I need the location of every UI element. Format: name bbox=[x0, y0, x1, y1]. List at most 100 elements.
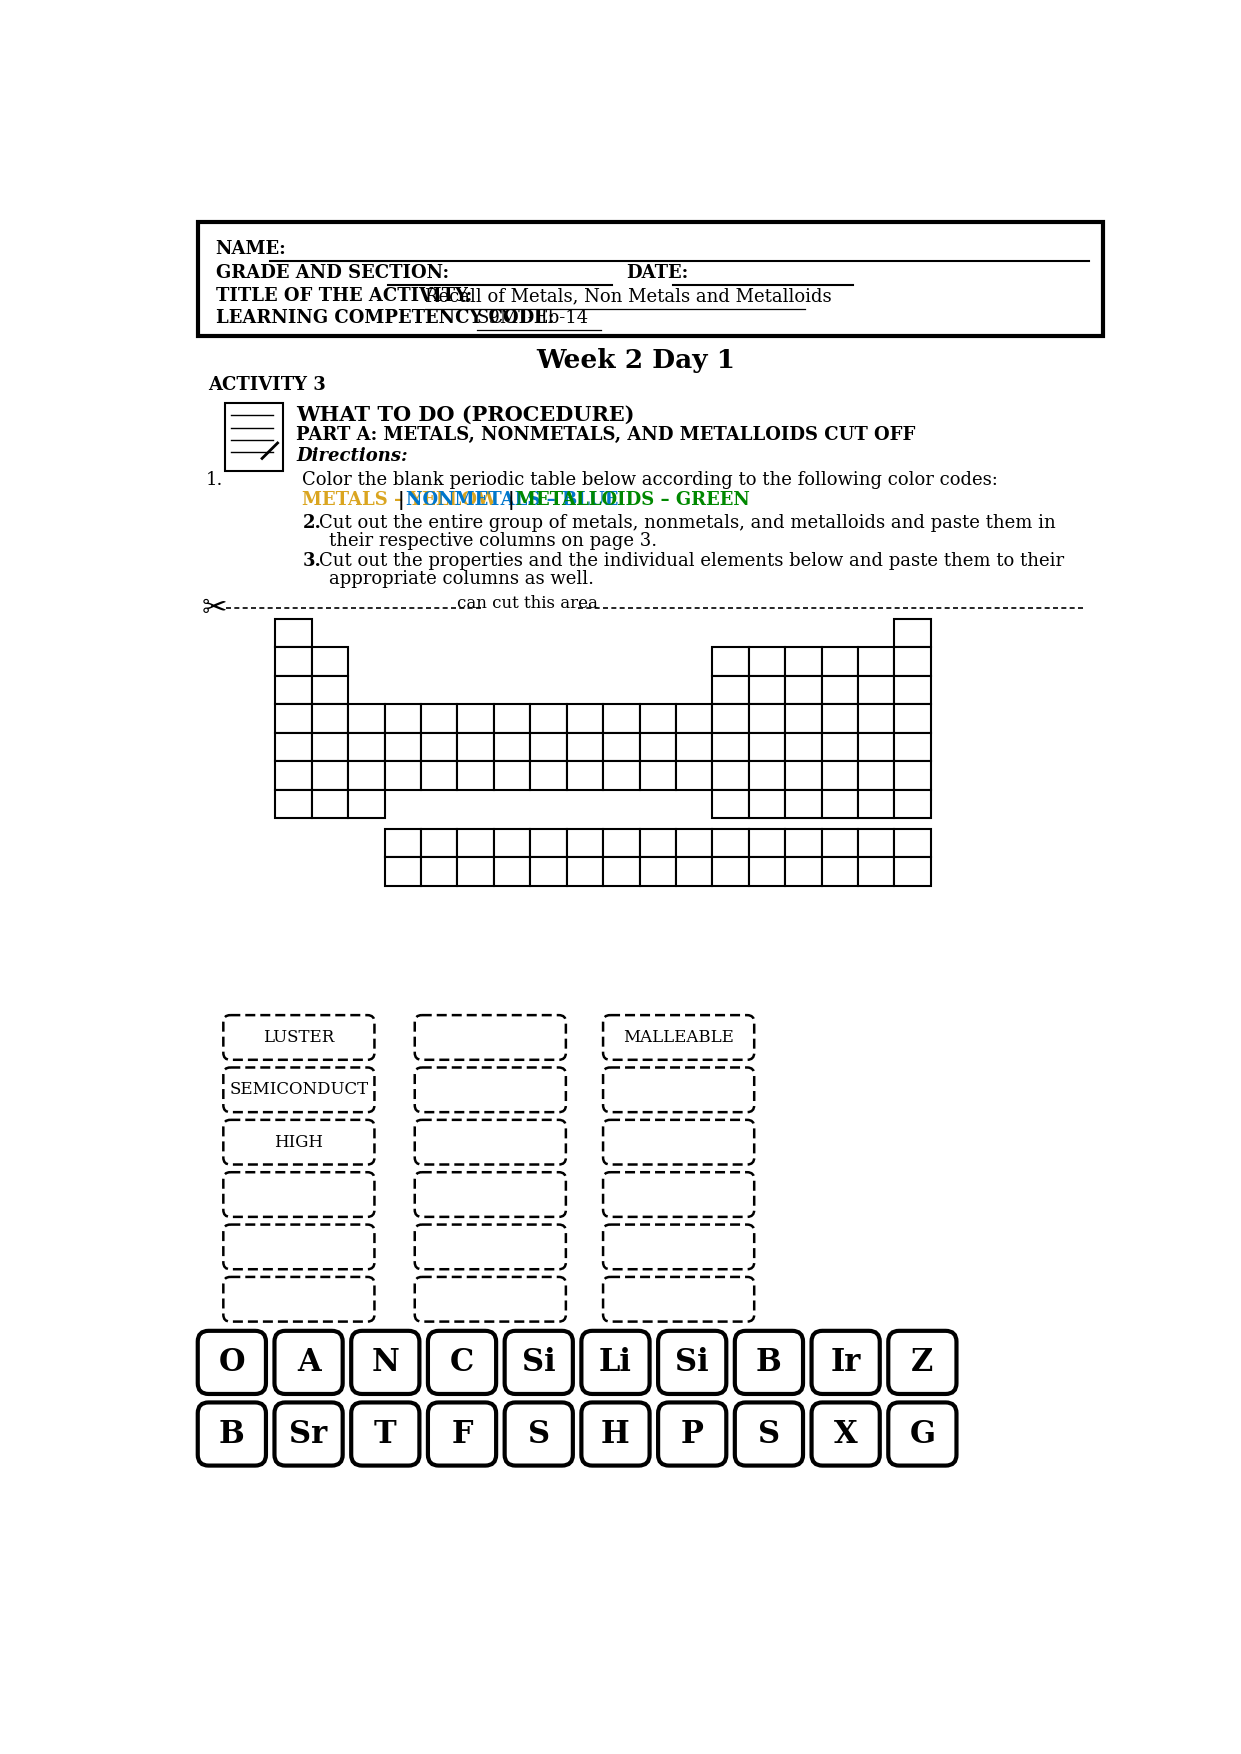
Bar bbox=[347, 789, 385, 817]
Bar bbox=[603, 703, 639, 733]
Bar bbox=[822, 789, 858, 817]
FancyBboxPatch shape bbox=[889, 1331, 957, 1394]
Text: Cut out the entire group of metals, nonmetals, and metalloids and paste them in: Cut out the entire group of metals, nonm… bbox=[319, 514, 1056, 531]
Text: S9MT-IIb-14: S9MT-IIb-14 bbox=[477, 309, 589, 326]
Text: F: F bbox=[452, 1419, 473, 1449]
FancyBboxPatch shape bbox=[812, 1331, 880, 1394]
Text: Li: Li bbox=[599, 1347, 632, 1379]
Bar bbox=[530, 733, 567, 761]
Bar bbox=[676, 761, 712, 789]
Text: PART A: METALS, NONMETALS, AND METALLOIDS CUT OFF: PART A: METALS, NONMETALS, AND METALLOID… bbox=[297, 426, 916, 444]
FancyBboxPatch shape bbox=[505, 1331, 573, 1394]
Bar bbox=[786, 830, 822, 858]
Text: LUSTER: LUSTER bbox=[263, 1030, 335, 1045]
Bar bbox=[895, 703, 931, 733]
Bar bbox=[712, 830, 748, 858]
FancyBboxPatch shape bbox=[414, 1224, 566, 1270]
Text: NONMETALS – BLUE: NONMETALS – BLUE bbox=[406, 491, 618, 509]
FancyBboxPatch shape bbox=[735, 1403, 803, 1466]
Bar bbox=[603, 733, 639, 761]
Bar bbox=[421, 733, 458, 761]
FancyBboxPatch shape bbox=[889, 1403, 957, 1466]
Bar bbox=[895, 675, 931, 703]
Bar bbox=[712, 703, 748, 733]
Bar bbox=[858, 789, 895, 817]
Bar bbox=[567, 858, 603, 886]
Text: Ir: Ir bbox=[830, 1347, 861, 1379]
Bar bbox=[858, 830, 895, 858]
Bar bbox=[347, 733, 385, 761]
Bar bbox=[458, 733, 494, 761]
Text: S: S bbox=[758, 1419, 781, 1449]
Bar bbox=[822, 647, 858, 675]
Bar bbox=[895, 619, 931, 647]
FancyBboxPatch shape bbox=[581, 1331, 649, 1394]
FancyBboxPatch shape bbox=[581, 1403, 649, 1466]
Text: METALLOIDS – GREEN: METALLOIDS – GREEN bbox=[516, 491, 750, 509]
Text: Color the blank periodic table below according to the following color codes:: Color the blank periodic table below acc… bbox=[303, 470, 998, 489]
Bar bbox=[385, 830, 421, 858]
Bar bbox=[276, 703, 311, 733]
Bar bbox=[197, 223, 1103, 337]
Bar bbox=[567, 830, 603, 858]
Text: C: C bbox=[450, 1347, 474, 1379]
Bar bbox=[748, 675, 786, 703]
FancyBboxPatch shape bbox=[414, 1016, 566, 1059]
Bar bbox=[858, 761, 895, 789]
Bar bbox=[385, 703, 421, 733]
Text: O: O bbox=[218, 1347, 246, 1379]
Bar bbox=[895, 761, 931, 789]
Bar bbox=[858, 675, 895, 703]
Text: |: | bbox=[397, 491, 405, 510]
FancyBboxPatch shape bbox=[223, 1172, 375, 1217]
FancyBboxPatch shape bbox=[223, 1277, 375, 1321]
Bar bbox=[786, 647, 822, 675]
Bar bbox=[421, 703, 458, 733]
Bar bbox=[530, 830, 567, 858]
Text: appropriate columns as well.: appropriate columns as well. bbox=[329, 570, 593, 588]
Bar bbox=[786, 703, 822, 733]
Text: G: G bbox=[910, 1419, 936, 1449]
FancyBboxPatch shape bbox=[223, 1068, 375, 1112]
Bar bbox=[748, 733, 786, 761]
Bar bbox=[676, 703, 712, 733]
Bar bbox=[786, 733, 822, 761]
Bar bbox=[311, 733, 347, 761]
Bar bbox=[458, 761, 494, 789]
Bar bbox=[347, 703, 385, 733]
Bar bbox=[748, 761, 786, 789]
Text: ACTIVITY 3: ACTIVITY 3 bbox=[207, 375, 325, 395]
Text: Week 2 Day 1: Week 2 Day 1 bbox=[536, 347, 735, 372]
Bar bbox=[639, 703, 676, 733]
Bar bbox=[748, 830, 786, 858]
FancyBboxPatch shape bbox=[274, 1403, 343, 1466]
FancyBboxPatch shape bbox=[197, 1331, 266, 1394]
Bar bbox=[748, 647, 786, 675]
FancyBboxPatch shape bbox=[603, 1172, 755, 1217]
Bar bbox=[421, 761, 458, 789]
Bar bbox=[822, 733, 858, 761]
Bar bbox=[276, 619, 311, 647]
FancyBboxPatch shape bbox=[223, 1224, 375, 1270]
Text: WHAT TO DO (PROCEDURE): WHAT TO DO (PROCEDURE) bbox=[297, 405, 634, 424]
FancyBboxPatch shape bbox=[197, 1403, 266, 1466]
FancyBboxPatch shape bbox=[603, 1068, 755, 1112]
Bar bbox=[822, 761, 858, 789]
Bar bbox=[895, 830, 931, 858]
Text: H: H bbox=[601, 1419, 630, 1449]
Bar bbox=[639, 761, 676, 789]
Text: LEARNING COMPETENCY CODE:: LEARNING COMPETENCY CODE: bbox=[216, 309, 553, 326]
Bar bbox=[385, 761, 421, 789]
FancyBboxPatch shape bbox=[658, 1403, 726, 1466]
Text: Si: Si bbox=[522, 1347, 556, 1379]
Bar bbox=[311, 789, 347, 817]
Bar bbox=[822, 830, 858, 858]
Text: 1.: 1. bbox=[206, 470, 223, 489]
Bar bbox=[786, 858, 822, 886]
Bar bbox=[786, 789, 822, 817]
Text: can cut this area: can cut this area bbox=[457, 595, 598, 612]
Text: MALLEABLE: MALLEABLE bbox=[623, 1030, 735, 1045]
Bar bbox=[858, 858, 895, 886]
Bar bbox=[895, 858, 931, 886]
Text: 2.: 2. bbox=[303, 514, 321, 531]
